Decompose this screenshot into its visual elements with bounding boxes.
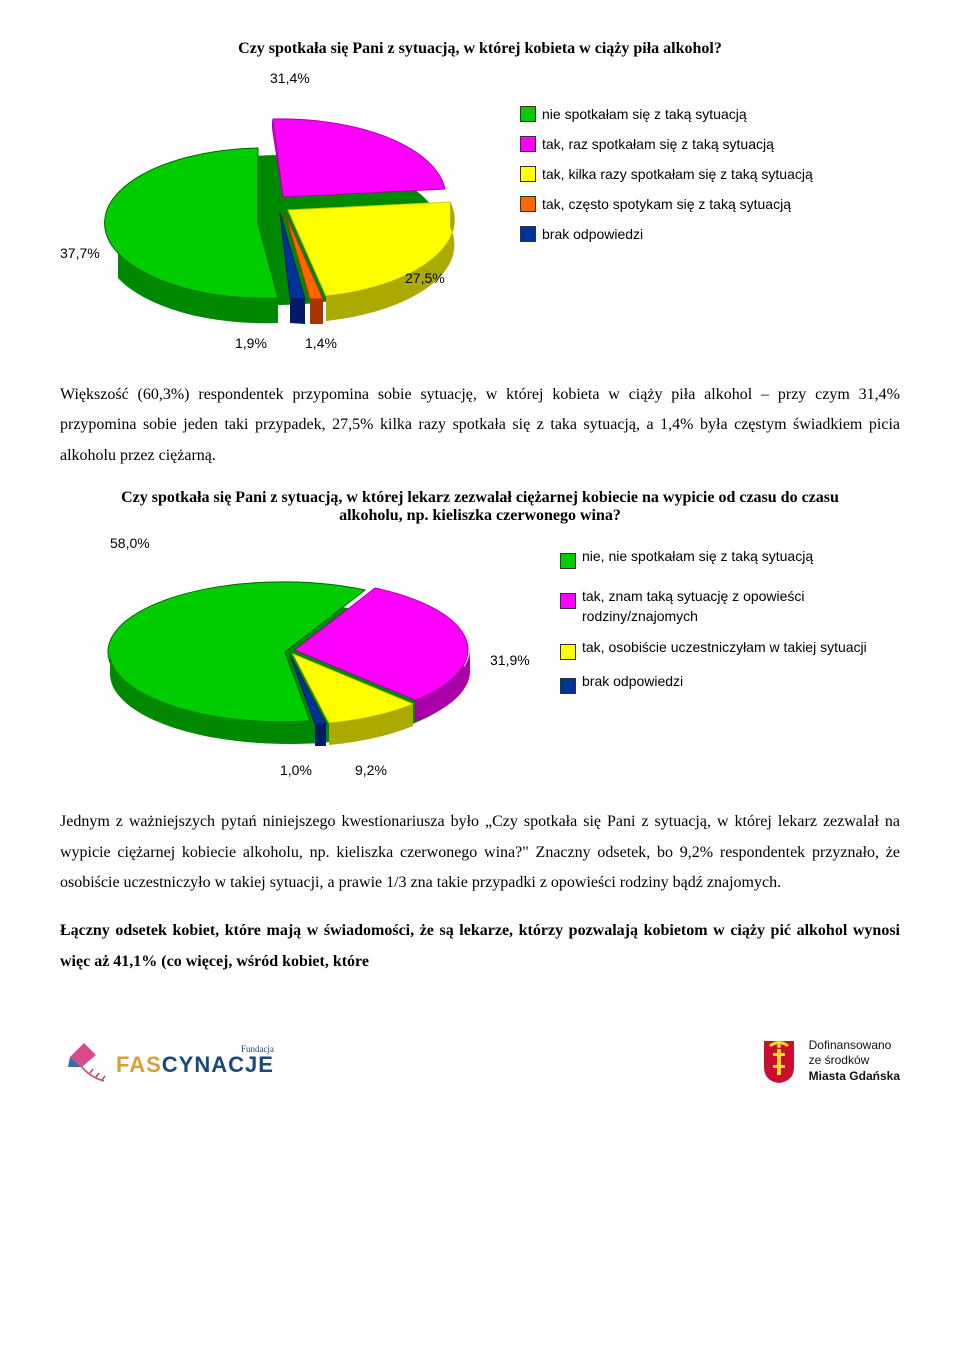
logo-cynacje: CYNACJE: [162, 1052, 274, 1077]
chart2-pie: [60, 537, 540, 787]
chart1-leg2: tak, kilka razy spotkałam się z taką syt…: [542, 160, 813, 188]
chart1-leg4: brak odpowiedzi: [542, 220, 643, 248]
chart1-leg1: tak, raz spotkałam się z taką sytuacją: [542, 130, 774, 158]
chart2-leg2: tak, osobiście uczestniczyłam w takiej s…: [582, 638, 867, 658]
chart1-lbl-377: 37,7%: [60, 245, 100, 261]
logo-fascynacje: Fundacja FASCYNACJE: [60, 1037, 274, 1085]
chart1-lbl-314: 31,4%: [270, 70, 310, 86]
gdansk-line2: ze środków: [809, 1053, 900, 1069]
chart1-legend: nie spotkałam się z taką sytuacją tak, r…: [500, 100, 813, 250]
chart2-leg0: nie, nie spotkałam się z taką sytuacją: [582, 547, 813, 567]
chart1-block: 31,4% 27,5% 1,4% 1,9% 37,7% nie spotkała…: [60, 70, 900, 360]
chart2-leg1: tak, znam taką sytuację z opowieści rodz…: [582, 587, 900, 626]
chart2-lbl-319: 31,9%: [490, 652, 530, 668]
chart1-lbl-14: 1,4%: [305, 335, 337, 351]
kite-icon: [60, 1037, 110, 1085]
chart2-title: Czy spotkała się Pani z sytuacją, w któr…: [60, 489, 900, 525]
gdansk-line3: Miasta Gdańska: [809, 1069, 900, 1085]
para1: Większość (60,3%) respondentek przypomin…: [60, 380, 900, 471]
para2: Jednym z ważniejszych pytań niniejszego …: [60, 807, 900, 898]
logo-fas: FAS: [116, 1052, 162, 1077]
gdansk-line1: Dofinansowano: [809, 1038, 900, 1054]
chart2-lbl-92: 9,2%: [355, 762, 387, 778]
chart2-leg3: brak odpowiedzi: [582, 672, 683, 692]
footer-logos: Fundacja FASCYNACJE Dofinansowano ze śro…: [60, 1037, 900, 1085]
chart2-block: 58,0% 31,9% 9,2% 1,0% nie, nie spotkałam…: [60, 537, 900, 787]
chart1-pie: [60, 70, 500, 360]
chart1-leg0: nie spotkałam się z taką sytuacją: [542, 100, 747, 128]
chart1-lbl-275: 27,5%: [405, 270, 445, 286]
chart2-lbl-580: 58,0%: [110, 535, 150, 551]
gdansk-crest-icon: [759, 1037, 799, 1085]
chart1-leg3: tak, często spotykam się z taką sytuacją: [542, 190, 791, 218]
para3: Łączny odsetek kobiet, które mają w świa…: [60, 916, 900, 977]
chart1-title: Czy spotkała się Pani z sytuacją, w któr…: [60, 40, 900, 58]
chart2-lbl-10: 1,0%: [280, 762, 312, 778]
chart1-lbl-19: 1,9%: [235, 335, 267, 351]
logo-gdansk: Dofinansowano ze środków Miasta Gdańska: [759, 1037, 900, 1085]
chart2-legend: nie, nie spotkałam się z taką sytuacją t…: [540, 547, 900, 696]
